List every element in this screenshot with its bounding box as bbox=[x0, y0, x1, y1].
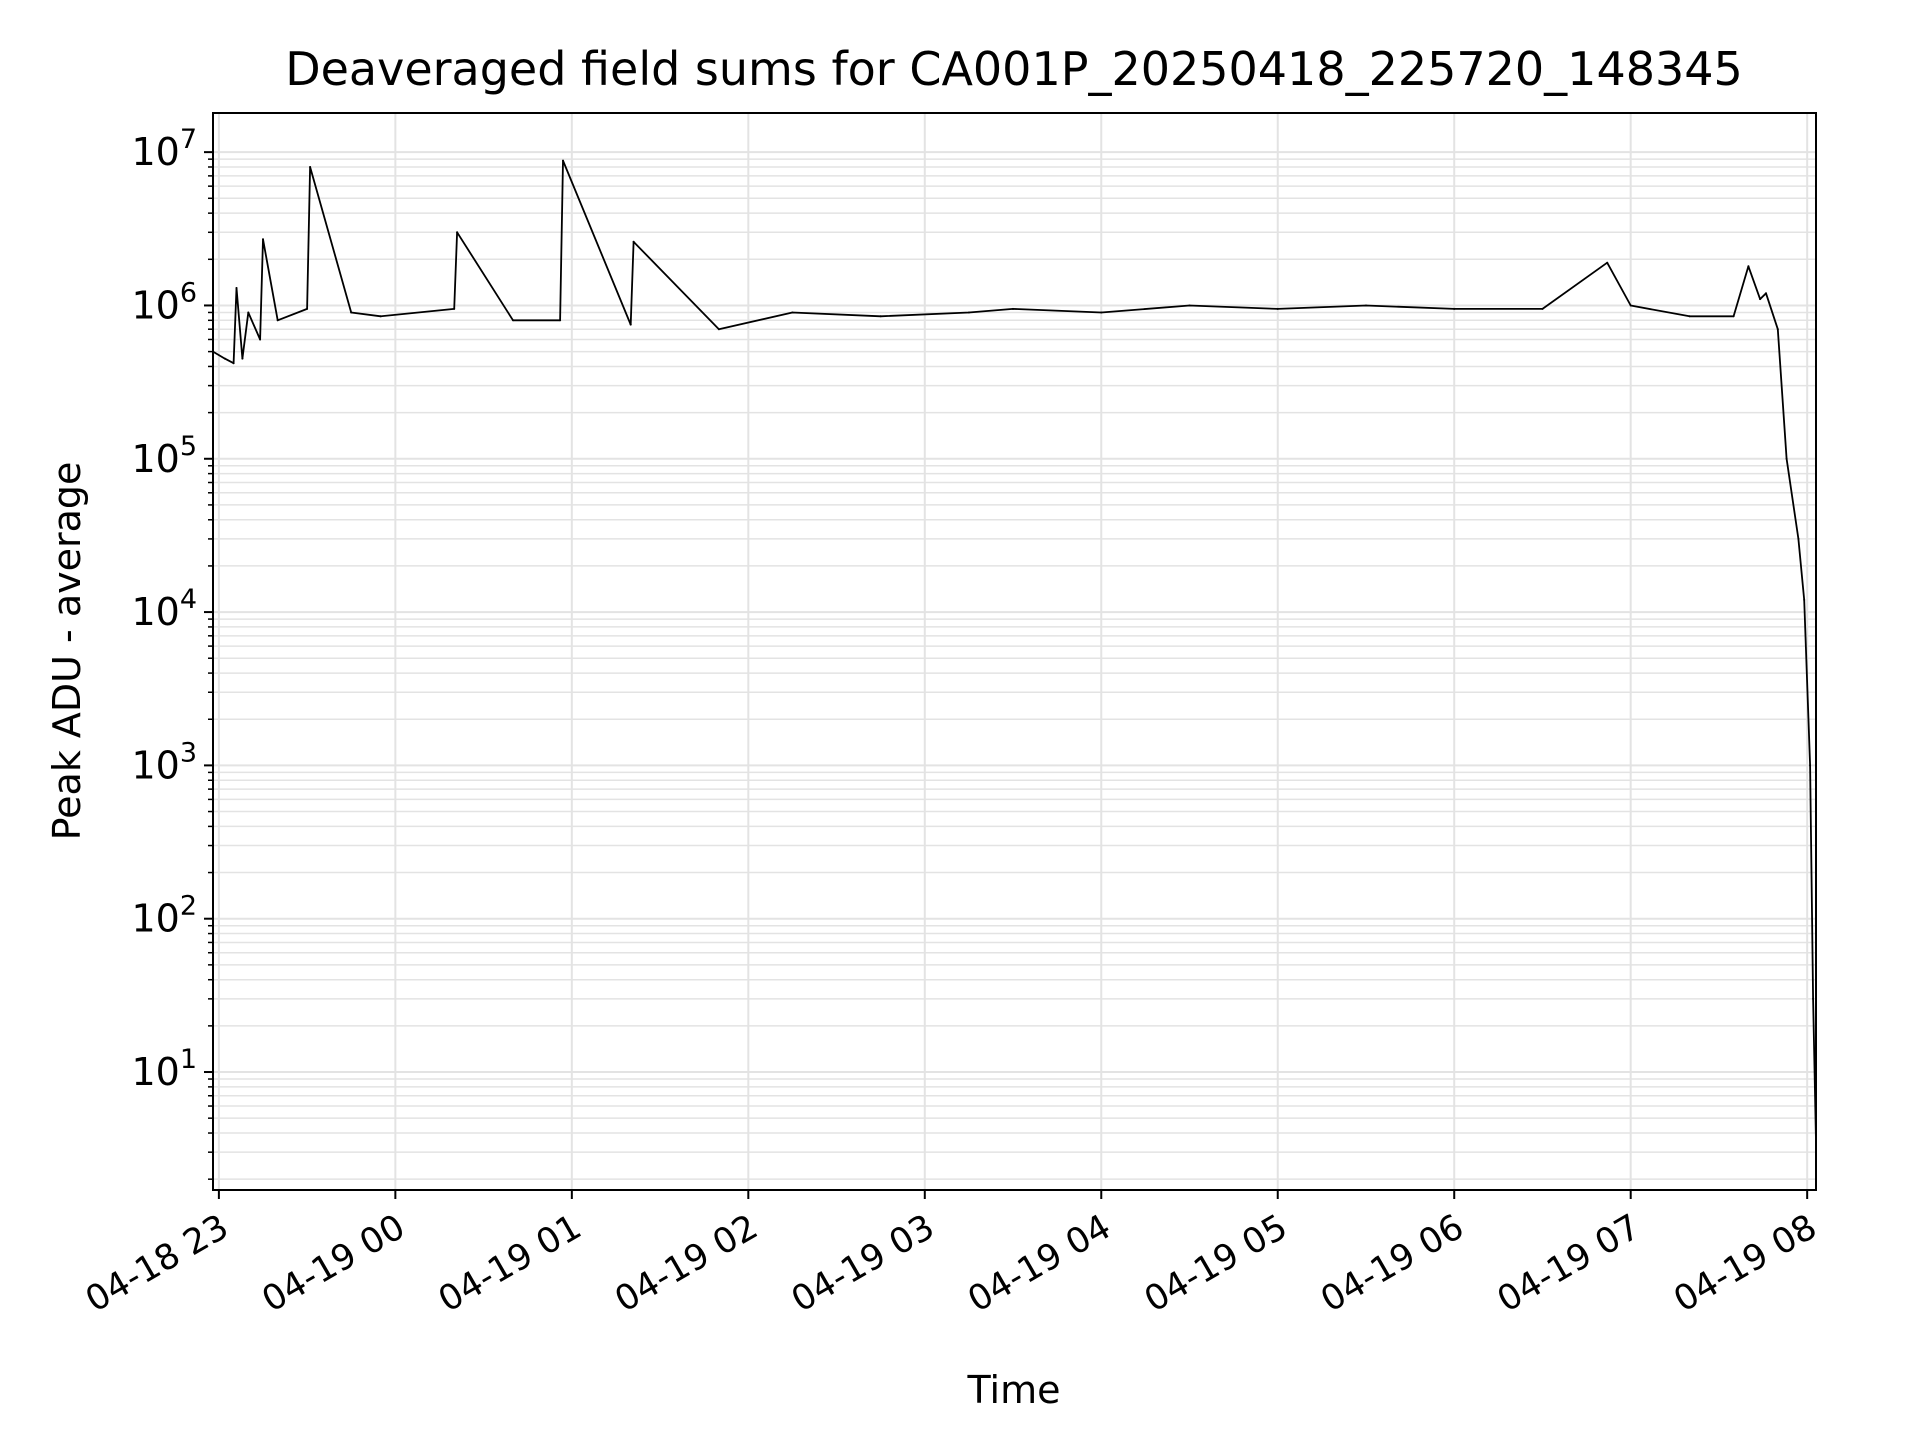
y-tick-label: 101 bbox=[131, 1044, 197, 1094]
data-point bbox=[1759, 298, 1762, 301]
data-point bbox=[456, 231, 459, 234]
data-point bbox=[1688, 315, 1691, 318]
x-tick-label: 04-19 06 bbox=[1314, 1207, 1470, 1320]
data-point bbox=[306, 307, 309, 310]
data-point bbox=[350, 311, 353, 314]
data-point bbox=[309, 166, 312, 168]
data-point bbox=[879, 315, 882, 318]
y-tick-label: 102 bbox=[131, 891, 197, 941]
data-point bbox=[1365, 304, 1367, 307]
chart-title: Deaveraged field sums for CA001P_2025041… bbox=[285, 42, 1743, 96]
data-point bbox=[1765, 292, 1767, 295]
x-tick-label: 04-19 02 bbox=[609, 1207, 765, 1320]
data-point bbox=[1797, 537, 1800, 540]
data-point bbox=[1776, 328, 1779, 331]
x-axis-label: Time bbox=[967, 1368, 1061, 1412]
data-point bbox=[1812, 997, 1815, 1000]
data-point bbox=[1188, 304, 1191, 307]
minor-gridlines bbox=[213, 158, 1816, 1180]
data-point bbox=[259, 338, 262, 341]
major-gridlines bbox=[213, 113, 1816, 1190]
data-point bbox=[1747, 265, 1750, 268]
data-point bbox=[629, 323, 632, 326]
data-point bbox=[1012, 307, 1014, 310]
x-tick-label: 04-19 07 bbox=[1491, 1207, 1647, 1320]
data-point bbox=[1100, 311, 1103, 314]
x-tick-label: 04-19 08 bbox=[1667, 1207, 1823, 1320]
x-tick-label: 04-19 03 bbox=[785, 1207, 941, 1320]
data-point bbox=[379, 315, 382, 318]
x-tick-label: 04-19 05 bbox=[1138, 1207, 1294, 1320]
data-point bbox=[1276, 307, 1279, 310]
data-point bbox=[235, 287, 238, 289]
plot-background bbox=[213, 113, 1816, 1190]
x-tick-label: 04-19 00 bbox=[256, 1207, 412, 1320]
data-point bbox=[1606, 261, 1609, 264]
data-point bbox=[241, 357, 244, 360]
x-axis-ticks: 04-18 23 04-19 00 04-19 01 04-19 02 04-19 03… bbox=[79, 1190, 1824, 1320]
y-tick-label: 106 bbox=[131, 277, 197, 327]
data-point bbox=[967, 311, 970, 314]
data-point bbox=[232, 362, 235, 365]
y-tick-label: 103 bbox=[131, 737, 197, 787]
data-point bbox=[262, 238, 264, 241]
x-tick-label: 04-19 04 bbox=[961, 1207, 1117, 1320]
x-tick-label: 04-18 23 bbox=[79, 1207, 235, 1320]
data-point bbox=[512, 319, 514, 322]
data-point bbox=[1809, 764, 1812, 767]
data-point bbox=[276, 319, 279, 322]
data-point bbox=[559, 319, 562, 322]
y-axis-ticks: 101 102 103 104 105 106 107 bbox=[131, 124, 213, 1180]
y-axis-label: Peak ADU - average bbox=[45, 462, 89, 841]
data-point bbox=[453, 307, 456, 310]
data-point bbox=[1629, 304, 1632, 307]
data-point bbox=[1541, 307, 1544, 310]
data-point bbox=[1785, 457, 1788, 460]
data-point bbox=[562, 159, 564, 162]
data-point bbox=[1453, 307, 1456, 310]
data-point bbox=[1732, 315, 1735, 318]
plot-frame bbox=[212, 112, 1817, 1191]
data-point bbox=[247, 311, 250, 314]
x-tick-label: 04-19 01 bbox=[432, 1207, 588, 1320]
data-point bbox=[632, 240, 635, 243]
data-point bbox=[223, 357, 226, 360]
y-tick-label: 107 bbox=[131, 124, 197, 174]
y-tick-label: 105 bbox=[131, 431, 197, 481]
data-point bbox=[1803, 598, 1806, 601]
data-point bbox=[791, 311, 794, 314]
data-point bbox=[717, 328, 720, 331]
y-tick-label: 104 bbox=[131, 584, 197, 634]
